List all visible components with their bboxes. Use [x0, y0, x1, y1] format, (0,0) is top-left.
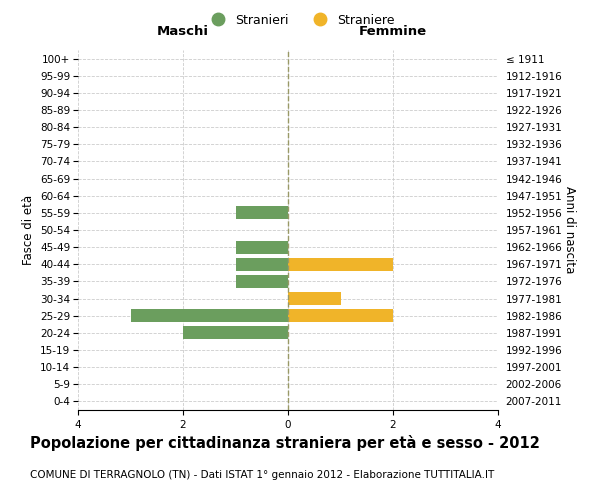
- Bar: [130, 310, 288, 322]
- Bar: [235, 258, 288, 270]
- Text: Femmine: Femmine: [359, 25, 427, 38]
- Y-axis label: Fasce di età: Fasce di età: [22, 195, 35, 265]
- Bar: [235, 240, 288, 254]
- Text: COMUNE DI TERRAGNOLO (TN) - Dati ISTAT 1° gennaio 2012 - Elaborazione TUTTITALIA: COMUNE DI TERRAGNOLO (TN) - Dati ISTAT 1…: [30, 470, 494, 480]
- Bar: [183, 326, 288, 340]
- Text: Maschi: Maschi: [157, 25, 209, 38]
- Legend: Stranieri, Straniere: Stranieri, Straniere: [200, 8, 400, 32]
- Bar: [235, 206, 288, 220]
- Text: Popolazione per cittadinanza straniera per età e sesso - 2012: Popolazione per cittadinanza straniera p…: [30, 435, 540, 451]
- Bar: [288, 310, 393, 322]
- Bar: [235, 275, 288, 288]
- Bar: [288, 258, 393, 270]
- Bar: [288, 292, 341, 305]
- Y-axis label: Anni di nascita: Anni di nascita: [563, 186, 576, 274]
